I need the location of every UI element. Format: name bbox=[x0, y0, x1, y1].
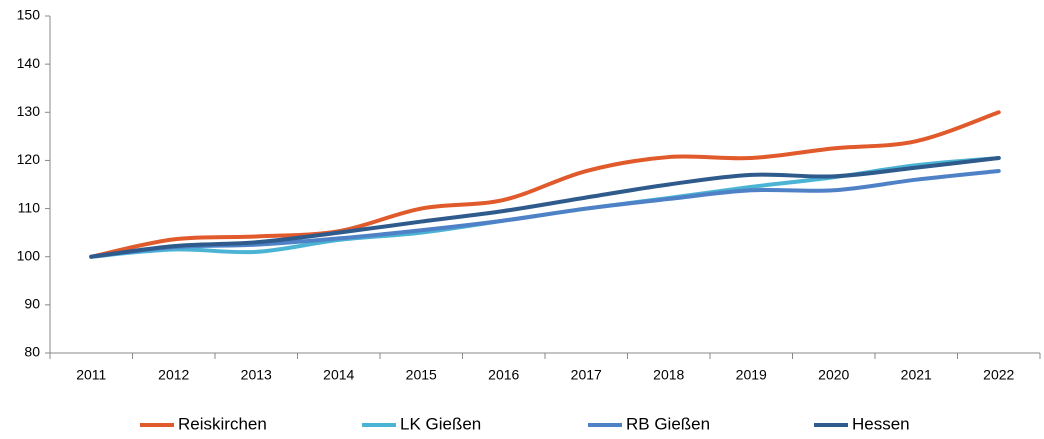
x-tick-label: 2011 bbox=[76, 367, 106, 383]
x-tick-label: 2013 bbox=[241, 367, 272, 383]
x-tick-label: 2022 bbox=[983, 367, 1014, 383]
x-tick-label: 2021 bbox=[901, 367, 932, 383]
y-tick-label: 130 bbox=[17, 103, 41, 119]
y-tick-label: 120 bbox=[17, 151, 41, 167]
y-tick-label: 140 bbox=[17, 55, 41, 71]
x-tick-label: 2017 bbox=[571, 367, 602, 383]
legend-label: Reiskirchen bbox=[178, 414, 267, 433]
series-line bbox=[89, 169, 1001, 259]
x-tick-label: 2015 bbox=[406, 367, 437, 383]
legend-label: LK Gießen bbox=[400, 414, 481, 433]
x-tick-label: 2018 bbox=[653, 367, 684, 383]
x-tick-label: 2014 bbox=[323, 367, 354, 383]
legend-label: RB Gießen bbox=[626, 414, 710, 433]
x-tick-label: 2016 bbox=[488, 367, 519, 383]
series-line bbox=[89, 156, 1001, 259]
y-tick-label: 80 bbox=[24, 344, 40, 360]
y-tick-label: 90 bbox=[24, 296, 40, 312]
y-tick-label: 110 bbox=[18, 199, 41, 215]
x-tick-label: 2012 bbox=[158, 367, 189, 383]
series-line bbox=[89, 110, 1001, 259]
x-tick-label: 2019 bbox=[736, 367, 767, 383]
y-tick-label: 150 bbox=[17, 7, 41, 23]
y-tick-label: 100 bbox=[17, 247, 41, 263]
x-tick-label: 2020 bbox=[818, 367, 849, 383]
legend-label: Hessen bbox=[852, 414, 910, 433]
